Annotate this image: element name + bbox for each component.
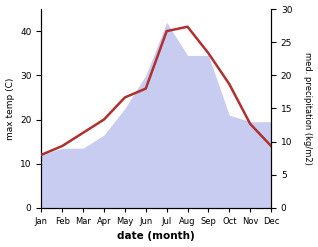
X-axis label: date (month): date (month) bbox=[117, 231, 195, 242]
Y-axis label: med. precipitation (kg/m2): med. precipitation (kg/m2) bbox=[303, 52, 313, 165]
Y-axis label: max temp (C): max temp (C) bbox=[5, 77, 15, 140]
